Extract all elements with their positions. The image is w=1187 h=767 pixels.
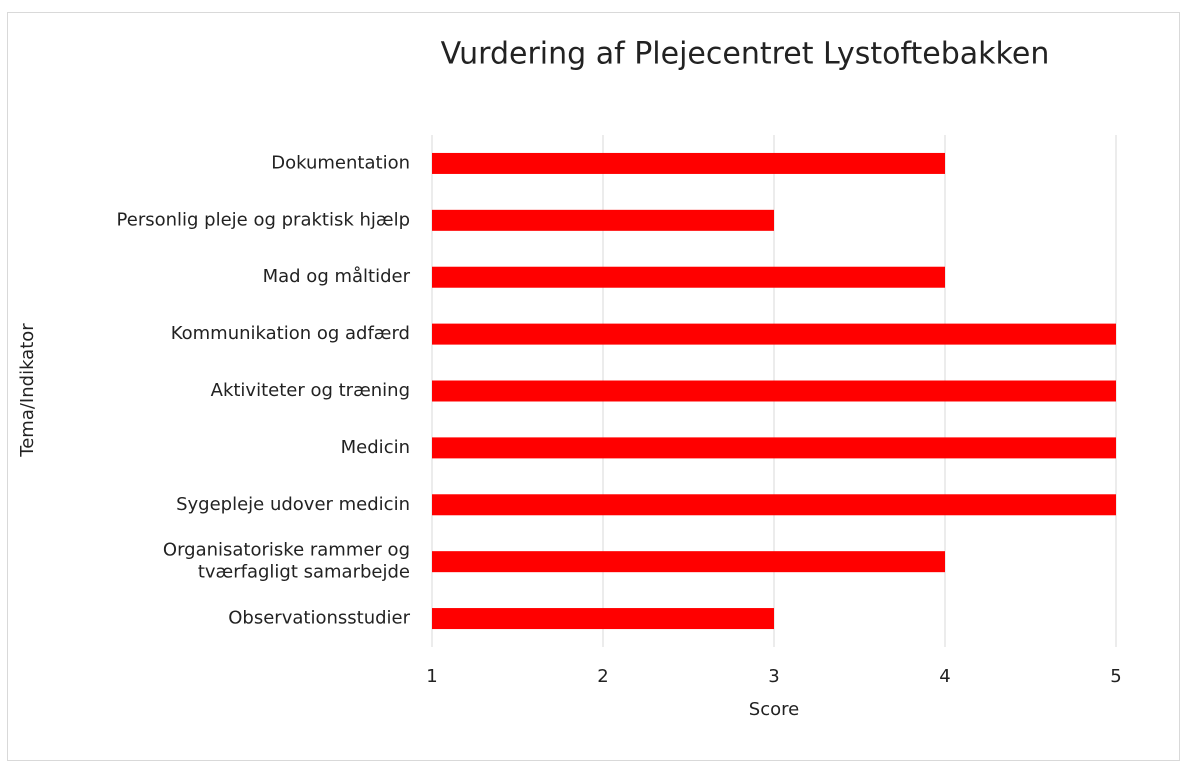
x-tick-label: 3 bbox=[768, 666, 779, 687]
chart-title: Vurdering af Plejecentret Lystoftebakken bbox=[441, 37, 1050, 72]
x-tick-label: 2 bbox=[597, 666, 608, 687]
bar bbox=[432, 209, 774, 231]
bar bbox=[432, 608, 774, 630]
x-tick-label: 1 bbox=[426, 666, 437, 687]
bar bbox=[432, 551, 945, 573]
y-tick-label: Observationsstudier bbox=[228, 608, 410, 629]
y-tick-label: Aktiviteter og træning bbox=[211, 380, 410, 401]
y-tick-label: Kommunikation og adfærd bbox=[171, 323, 410, 344]
y-tick-label: Personlig pleje og praktisk hjælp bbox=[117, 209, 410, 230]
bar bbox=[432, 152, 945, 174]
x-tick-label: 5 bbox=[1110, 666, 1121, 687]
y-tick-label: Medicin bbox=[341, 437, 410, 458]
y-tick-label: Sygepleje udover medicin bbox=[176, 494, 410, 515]
bar bbox=[432, 437, 1116, 459]
bar bbox=[432, 494, 1116, 516]
y-tick-label: Organisatoriske rammer og tværfagligt sam… bbox=[163, 540, 410, 583]
y-tick-label: Mad og måltider bbox=[263, 266, 411, 287]
y-tick-label: Dokumentation bbox=[271, 152, 410, 173]
x-axis-title: Score bbox=[749, 699, 799, 720]
y-axis-title: Tema/Indikator bbox=[17, 323, 38, 458]
bar bbox=[432, 323, 1116, 345]
x-tick-label: 4 bbox=[939, 666, 950, 687]
bar bbox=[432, 266, 945, 288]
bar bbox=[432, 380, 1116, 402]
